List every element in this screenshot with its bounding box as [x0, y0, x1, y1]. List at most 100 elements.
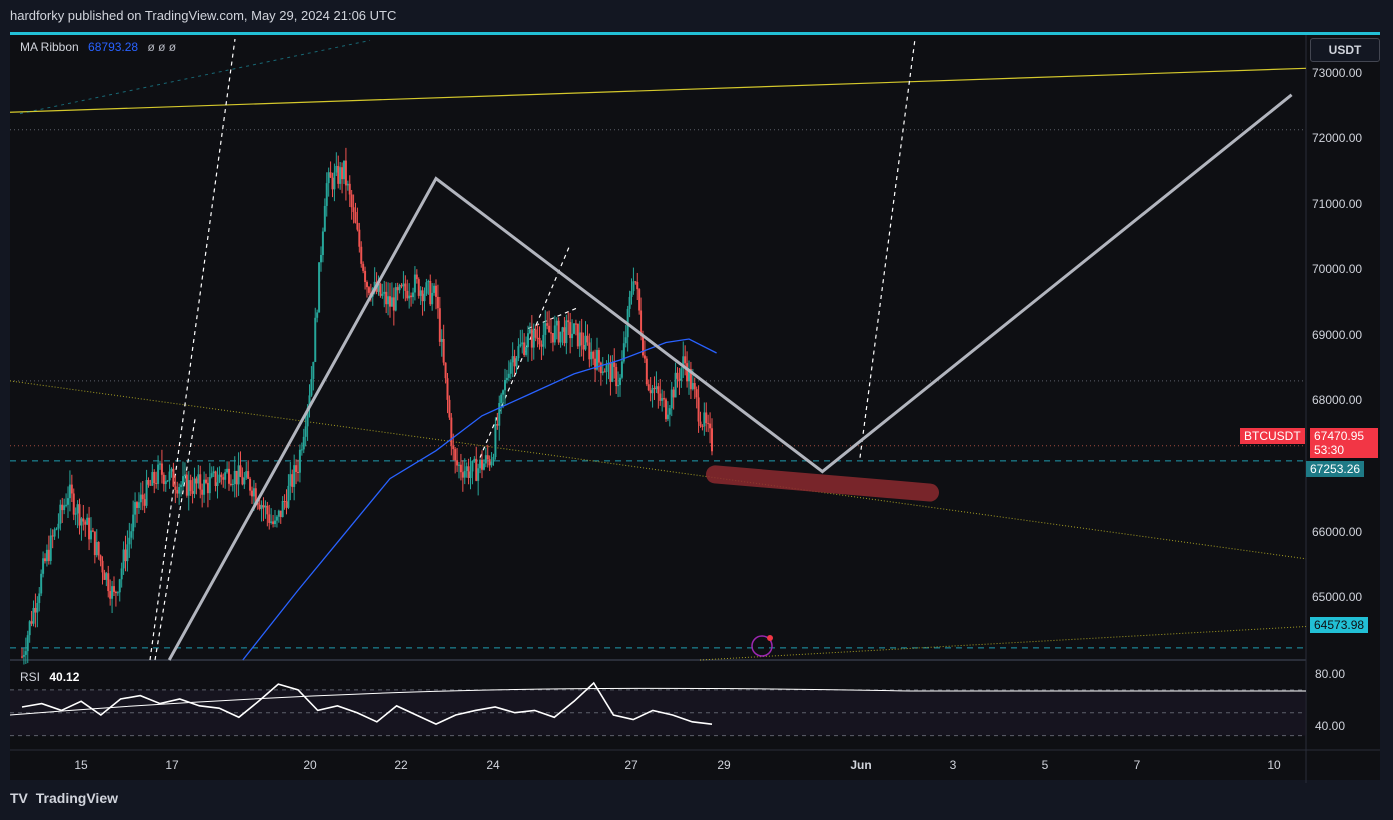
candle-body	[385, 291, 388, 305]
candle-body	[118, 579, 121, 593]
candle-body	[272, 521, 275, 525]
candle-body	[321, 231, 324, 256]
candle-body	[392, 297, 395, 311]
candle-body	[429, 280, 432, 305]
candle-body	[668, 408, 671, 415]
candle-body	[628, 296, 631, 309]
candle-body	[647, 384, 650, 391]
candle-body	[141, 494, 144, 500]
chart-frame[interactable]	[10, 32, 1380, 783]
time-tick: 20	[303, 758, 317, 772]
candle-body	[381, 293, 384, 296]
candle-body	[74, 513, 77, 515]
candle-body	[97, 542, 100, 556]
candle-body	[147, 479, 150, 485]
candle-body	[189, 480, 192, 492]
candle-body	[507, 373, 510, 378]
candle-body	[367, 287, 370, 293]
candle-body	[289, 474, 292, 486]
candle-body	[285, 501, 288, 508]
candle-body	[254, 488, 257, 503]
candle-body	[68, 484, 71, 499]
ma-symbols: ø ø ø	[147, 40, 177, 54]
candle-body	[435, 285, 437, 297]
candle-body	[44, 558, 46, 562]
candle-body	[711, 428, 713, 452]
candle-body	[310, 378, 313, 396]
candle-body	[454, 449, 457, 461]
candle-body	[350, 194, 353, 208]
candle-body	[88, 517, 91, 540]
candle-body	[339, 167, 342, 184]
candle-body	[32, 607, 35, 624]
candle-body	[551, 333, 554, 343]
ma-name: MA Ribbon	[20, 40, 79, 54]
candle-body	[343, 160, 345, 180]
candle-body	[684, 356, 687, 364]
candle-body	[517, 346, 520, 359]
candle-body	[295, 465, 298, 472]
candle-body	[70, 484, 73, 494]
horizontal-line-price-tag: 64573.98	[1310, 617, 1369, 633]
candle-body	[143, 499, 146, 506]
candle-body	[406, 290, 409, 299]
candle-body	[413, 274, 416, 293]
candle-body	[231, 483, 234, 485]
candle-body	[542, 334, 545, 347]
candle-body	[546, 323, 549, 326]
candle-body	[674, 372, 677, 398]
chart-svg[interactable]	[10, 35, 1380, 783]
candle-body	[475, 458, 478, 481]
alert-icon	[751, 635, 773, 657]
candle-body	[463, 470, 466, 478]
candle-body	[421, 290, 424, 302]
candle-body	[274, 520, 276, 525]
candle-body	[500, 394, 503, 403]
price-tick: 73000.00	[1312, 66, 1363, 80]
candle-body	[693, 383, 696, 390]
candle-body	[404, 283, 407, 291]
time-tick: Jun	[850, 758, 872, 772]
candle-body	[34, 607, 37, 613]
candle-body	[557, 320, 560, 343]
candle-body	[136, 502, 138, 508]
candle-body	[251, 490, 253, 497]
currency-unit-button[interactable]: USDT	[1310, 38, 1380, 62]
candle-body	[505, 377, 508, 380]
candle-body	[107, 573, 110, 592]
candle-body	[663, 398, 666, 400]
candle-body	[458, 464, 460, 466]
projection-dashed-line	[149, 38, 236, 661]
candle-body	[323, 205, 326, 232]
candle-body	[258, 504, 261, 509]
tradingview-logo[interactable]: TV TradingView	[10, 790, 118, 806]
candle-body	[59, 504, 62, 524]
candle-body	[180, 484, 183, 488]
candle-body	[91, 530, 94, 532]
candle-body	[320, 255, 322, 263]
candle-body	[580, 332, 583, 346]
candle-body	[42, 558, 45, 574]
candle-body	[229, 483, 232, 485]
current-price: 67470.95	[1314, 429, 1365, 443]
candle-body	[358, 229, 361, 247]
candle-body	[599, 362, 602, 374]
support-highlight-zone	[706, 465, 939, 502]
rsi-legend[interactable]: RSI 40.12	[20, 670, 79, 684]
candle-body	[113, 586, 115, 592]
candle-body	[109, 591, 112, 599]
ma-ribbon-legend[interactable]: MA Ribbon 68793.28 ø ø ø	[20, 40, 176, 54]
candle-body	[511, 356, 514, 363]
candle-body	[268, 514, 271, 523]
horizontal-line-price-tag: 67253.26	[1306, 461, 1365, 477]
projection-dashed-line	[527, 307, 579, 330]
candle-body	[412, 292, 414, 298]
candle-body	[344, 160, 347, 186]
candle-body	[99, 555, 102, 561]
candle-body	[509, 362, 512, 374]
time-tick: 15	[74, 758, 88, 772]
candle-body	[151, 472, 154, 486]
candle-body	[446, 378, 449, 400]
candle-body	[199, 474, 202, 490]
candle-body	[620, 361, 623, 378]
